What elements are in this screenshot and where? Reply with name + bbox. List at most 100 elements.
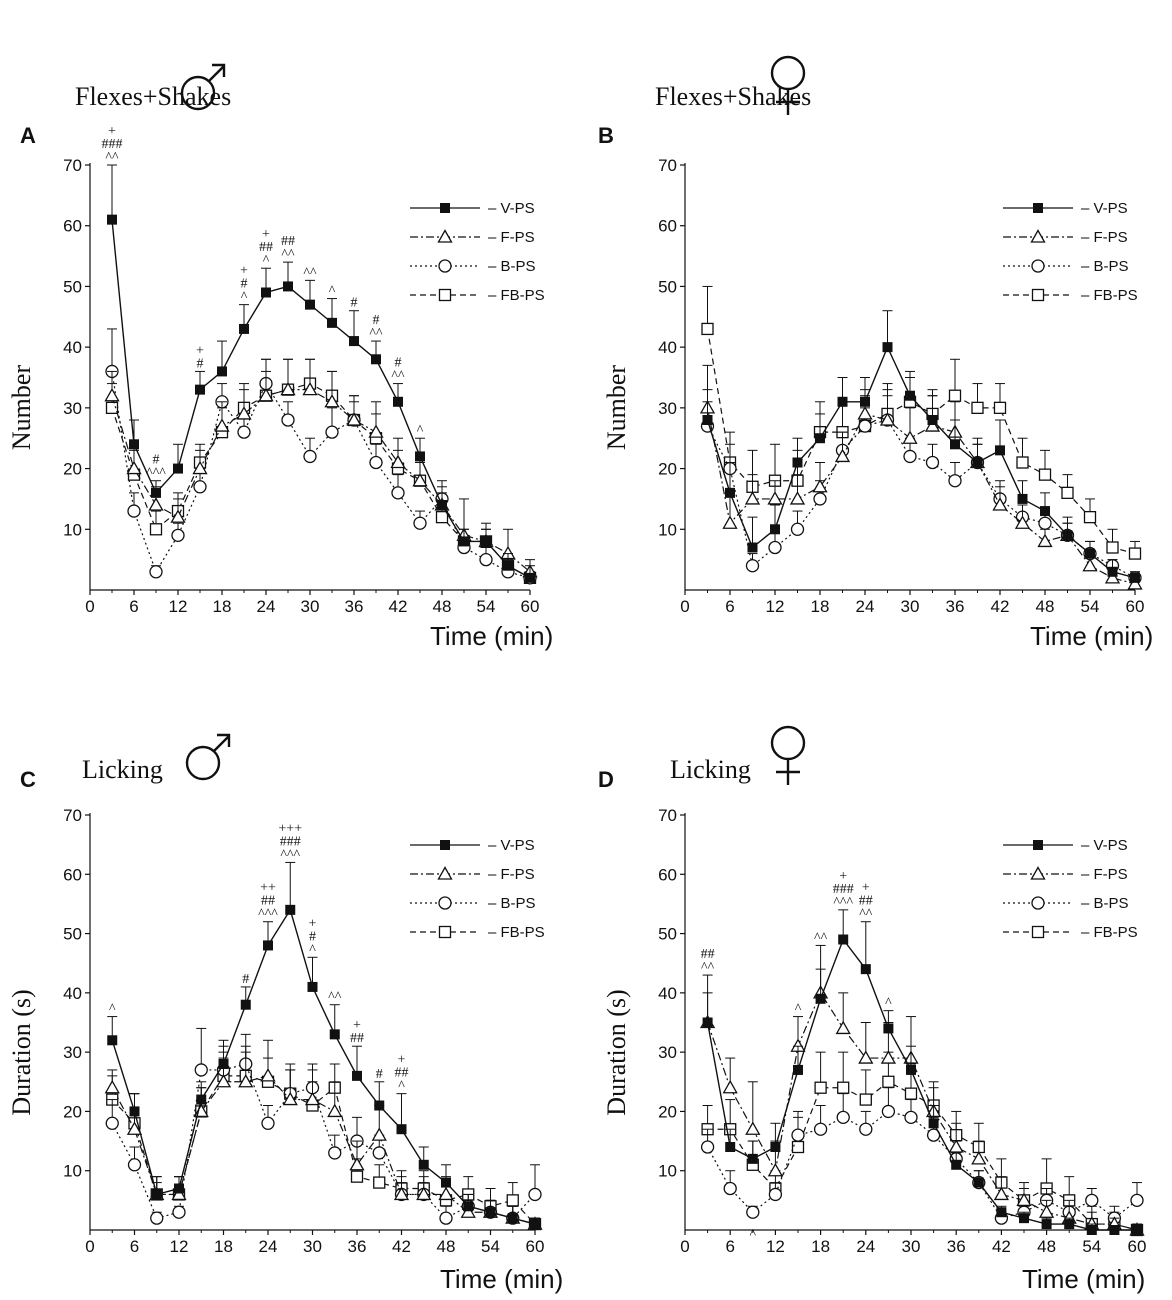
significance-label: + bbox=[196, 343, 204, 358]
legend-label: – F-PS bbox=[1081, 866, 1128, 883]
significance-label: # bbox=[309, 929, 316, 944]
x-tick-label: 24 bbox=[257, 597, 276, 616]
data-point bbox=[416, 1186, 432, 1201]
y-tick-label: 70 bbox=[63, 806, 82, 825]
data-point bbox=[240, 999, 251, 1010]
data-point bbox=[792, 457, 803, 468]
x-tick-label: 42 bbox=[389, 597, 408, 616]
data-point bbox=[217, 366, 227, 377]
x-tick-label: 30 bbox=[902, 1237, 921, 1256]
significance-label: ^ bbox=[329, 284, 336, 299]
data-point bbox=[905, 390, 915, 401]
significance-label: ^ bbox=[885, 996, 892, 1011]
data-point bbox=[218, 1059, 229, 1069]
data-point bbox=[479, 552, 493, 567]
legend-marker bbox=[438, 259, 452, 273]
data-point bbox=[1086, 1225, 1097, 1235]
x-tick-label: 54 bbox=[1081, 597, 1100, 616]
male-symbol-arrow bbox=[208, 65, 225, 82]
significance-label: ^ bbox=[398, 1079, 405, 1094]
data-point bbox=[1085, 1193, 1099, 1208]
data-point bbox=[302, 381, 318, 396]
data-point bbox=[368, 424, 384, 438]
x-tick-label: 24 bbox=[856, 1237, 875, 1256]
legend-marker bbox=[1031, 925, 1045, 939]
data-point bbox=[882, 1075, 895, 1088]
series-fb-ps bbox=[106, 1051, 542, 1231]
legend-label: – V-PS bbox=[488, 837, 535, 854]
x-tick-label: 54 bbox=[477, 597, 496, 616]
data-point bbox=[285, 904, 296, 915]
y-tick-label: 20 bbox=[63, 1102, 82, 1121]
data-point bbox=[459, 536, 469, 547]
x-tick-label: 18 bbox=[214, 1237, 233, 1256]
data-point bbox=[1038, 516, 1052, 530]
data-point bbox=[992, 497, 1008, 511]
data-point bbox=[971, 1151, 987, 1165]
data-point bbox=[369, 455, 383, 470]
data-point bbox=[793, 1064, 803, 1075]
legend-label: – B-PS bbox=[488, 258, 536, 275]
panel-letter: D bbox=[598, 767, 614, 792]
series-fb-ps bbox=[701, 285, 1142, 560]
significance-label: ### bbox=[280, 834, 301, 849]
x-tick-label: 24 bbox=[259, 1237, 278, 1256]
data-point bbox=[437, 500, 447, 510]
data-point bbox=[325, 425, 339, 439]
data-point bbox=[1016, 456, 1029, 469]
y-tick-label: 20 bbox=[658, 460, 677, 479]
significance-label: ^^ bbox=[281, 247, 295, 262]
legend-label: – F-PS bbox=[488, 866, 535, 883]
significance-label: ^ bbox=[795, 1002, 802, 1017]
significance-label: # bbox=[373, 313, 380, 328]
panel-letter: A bbox=[20, 123, 36, 148]
data-point bbox=[305, 299, 315, 310]
data-point bbox=[993, 1186, 1010, 1201]
data-point bbox=[1017, 493, 1028, 504]
significance-label: # bbox=[197, 356, 204, 371]
y-tick-label: 40 bbox=[658, 984, 677, 1003]
significance-label: + bbox=[309, 916, 317, 931]
y-tick-label: 10 bbox=[63, 520, 82, 539]
series-line bbox=[706, 328, 1136, 555]
data-point bbox=[1041, 1219, 1052, 1230]
data-point bbox=[415, 451, 425, 462]
series-line bbox=[111, 389, 531, 573]
data-point bbox=[173, 463, 183, 474]
x-tick-label: 48 bbox=[1036, 597, 1055, 616]
data-point bbox=[1106, 541, 1119, 554]
y-tick-label: 30 bbox=[63, 1043, 82, 1062]
legend: – V-PS – F-PS – B-PS – FB-PS bbox=[410, 200, 545, 304]
data-point bbox=[903, 449, 917, 464]
data-point bbox=[214, 418, 230, 432]
data-point bbox=[261, 1116, 275, 1130]
data-point bbox=[838, 934, 849, 945]
data-point bbox=[195, 384, 205, 395]
data-point bbox=[304, 1091, 321, 1106]
series-f-ps bbox=[699, 364, 1143, 590]
data-point bbox=[1107, 566, 1118, 577]
significance-label: # bbox=[153, 453, 160, 468]
data-point bbox=[1061, 486, 1074, 500]
data-point bbox=[702, 1017, 713, 1028]
data-point bbox=[149, 523, 163, 536]
x-tick-label: 54 bbox=[481, 1237, 500, 1256]
x-tick-label: 36 bbox=[348, 1237, 367, 1256]
data-point bbox=[837, 1081, 850, 1094]
y-tick-label: 20 bbox=[658, 1102, 677, 1121]
data-point bbox=[1037, 533, 1053, 548]
data-point bbox=[834, 448, 851, 463]
x-axis-label: Time (min) bbox=[1022, 1264, 1145, 1294]
data-point bbox=[329, 1029, 340, 1040]
data-point bbox=[441, 1177, 451, 1188]
x-tick-label: 60 bbox=[1128, 1237, 1147, 1256]
legend-marker bbox=[440, 840, 450, 850]
x-axis-label: Time (min) bbox=[430, 621, 553, 651]
data-point bbox=[107, 1035, 118, 1046]
legend-marker bbox=[438, 925, 452, 939]
series-f-ps bbox=[104, 1039, 543, 1230]
legend-label: – FB-PS bbox=[1081, 924, 1138, 941]
data-point bbox=[948, 389, 962, 402]
data-point bbox=[1016, 1192, 1032, 1207]
data-point bbox=[150, 1211, 164, 1225]
